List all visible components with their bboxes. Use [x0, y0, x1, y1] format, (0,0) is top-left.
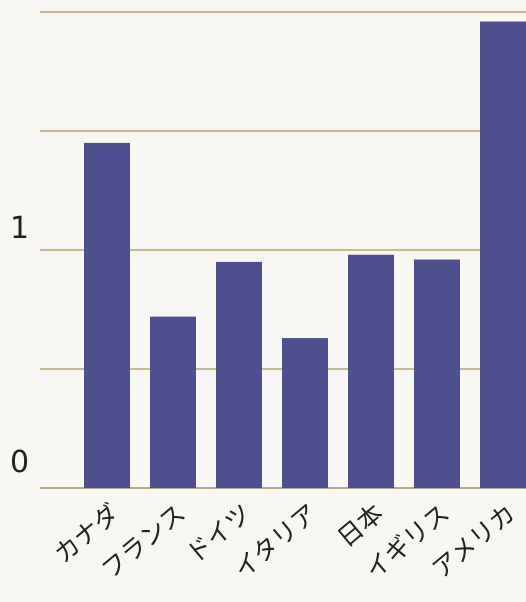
bar: [84, 143, 130, 488]
bar: [282, 338, 328, 488]
bar: [150, 317, 196, 488]
bar: [216, 262, 262, 488]
bar: [414, 260, 460, 488]
bar: [480, 22, 526, 488]
y-tick-label: 0: [10, 445, 29, 480]
y-tick-label: 1: [10, 211, 29, 246]
y-tick-labels: 01: [10, 211, 29, 480]
bar: [348, 255, 394, 488]
bars: [84, 22, 526, 488]
